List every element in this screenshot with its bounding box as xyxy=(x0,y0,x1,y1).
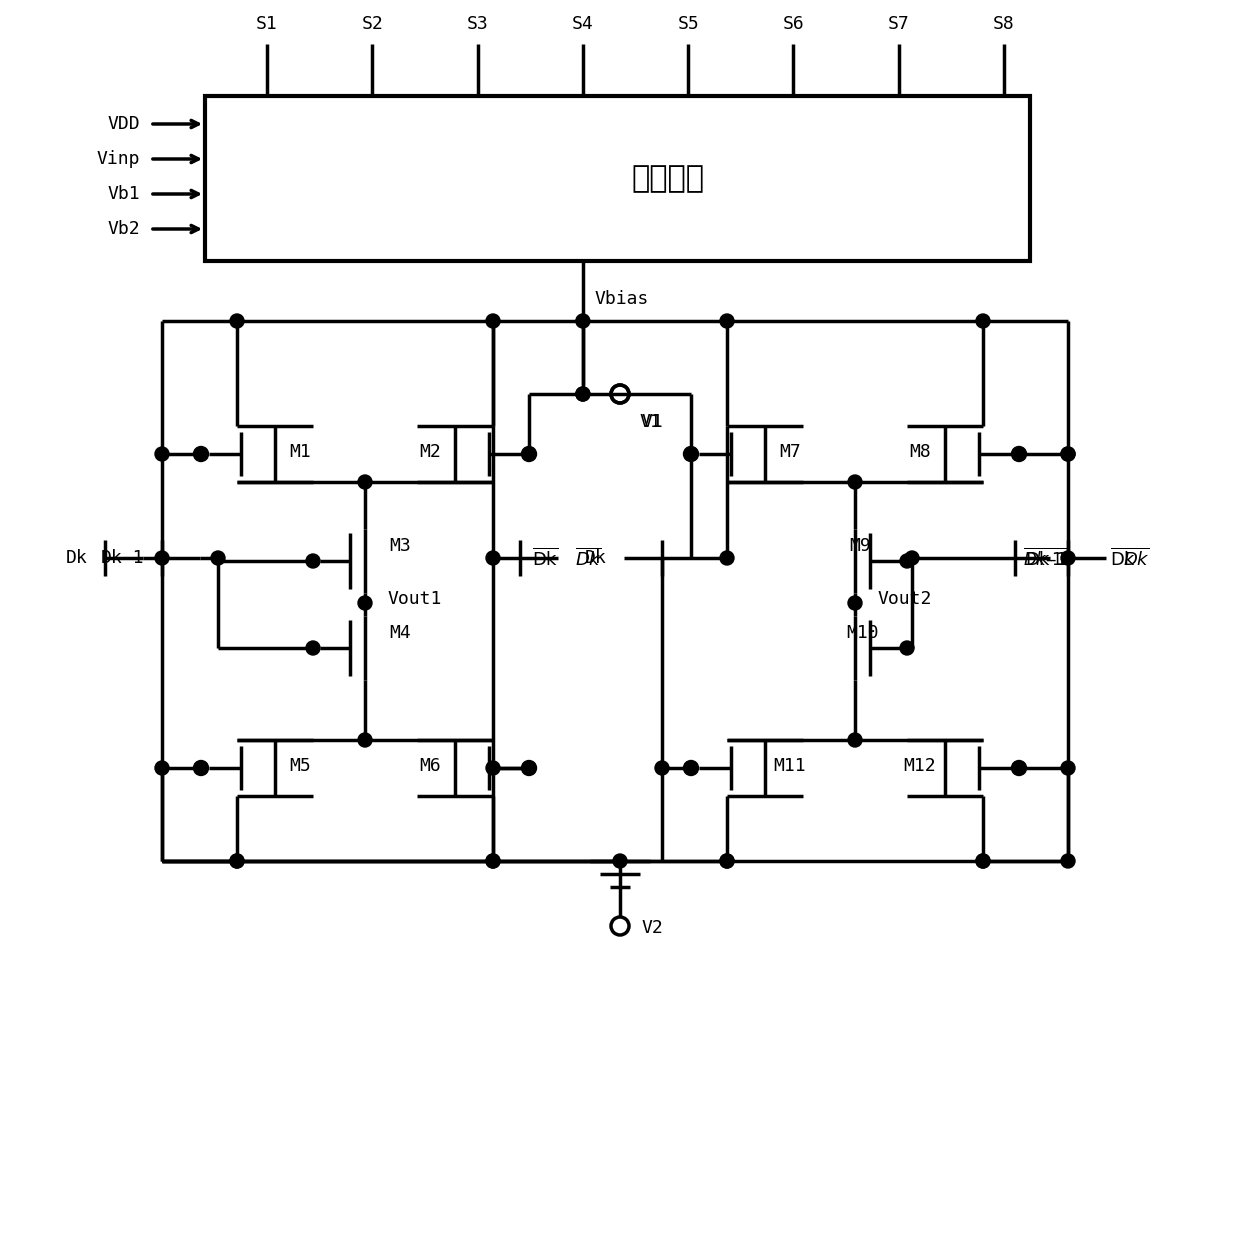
Circle shape xyxy=(229,854,244,868)
Circle shape xyxy=(1061,761,1075,775)
Circle shape xyxy=(848,733,862,747)
Text: V2: V2 xyxy=(642,920,663,937)
Text: M6: M6 xyxy=(419,756,441,775)
Text: M10: M10 xyxy=(847,624,879,641)
Circle shape xyxy=(848,596,862,611)
Text: Vb1: Vb1 xyxy=(108,185,140,203)
Text: $\overline{Dk\text{-}1}$: $\overline{Dk\text{-}1}$ xyxy=(1023,548,1064,569)
Circle shape xyxy=(229,314,244,328)
Circle shape xyxy=(720,854,734,868)
Circle shape xyxy=(193,446,208,461)
Circle shape xyxy=(683,446,698,461)
Circle shape xyxy=(976,314,990,328)
Circle shape xyxy=(522,446,537,461)
Text: $\overline{\mathrm{Dk}\text{-}1}$: $\overline{\mathrm{Dk}\text{-}1}$ xyxy=(1025,548,1069,569)
Text: M11: M11 xyxy=(774,756,806,775)
Circle shape xyxy=(976,854,990,868)
Text: M7: M7 xyxy=(779,442,801,461)
Circle shape xyxy=(1012,760,1027,775)
Circle shape xyxy=(720,314,734,328)
Circle shape xyxy=(613,854,627,868)
Text: V1: V1 xyxy=(642,413,663,431)
Circle shape xyxy=(306,554,320,569)
Circle shape xyxy=(683,760,698,775)
Text: V1: V1 xyxy=(640,413,662,431)
Circle shape xyxy=(155,551,169,565)
Circle shape xyxy=(720,551,734,565)
Text: Dk: Dk xyxy=(66,549,87,567)
Text: Dk: Dk xyxy=(585,549,608,567)
Circle shape xyxy=(193,760,208,775)
Circle shape xyxy=(486,854,500,868)
Text: Vout1: Vout1 xyxy=(387,590,441,608)
Circle shape xyxy=(486,854,500,868)
Circle shape xyxy=(905,551,919,565)
Circle shape xyxy=(486,551,500,565)
Text: S6: S6 xyxy=(782,15,805,33)
Circle shape xyxy=(1061,551,1075,565)
Circle shape xyxy=(486,314,500,328)
Text: M5: M5 xyxy=(289,756,311,775)
Text: VDD: VDD xyxy=(108,115,140,133)
Circle shape xyxy=(211,551,224,565)
Text: Vinp: Vinp xyxy=(97,150,140,168)
Text: Vb2: Vb2 xyxy=(108,220,140,239)
Circle shape xyxy=(358,733,372,747)
Circle shape xyxy=(358,596,372,611)
Text: M3: M3 xyxy=(389,536,410,555)
Circle shape xyxy=(1061,854,1075,868)
Text: S7: S7 xyxy=(888,15,910,33)
Text: M4: M4 xyxy=(389,624,410,641)
Circle shape xyxy=(976,854,990,868)
Text: Vbias: Vbias xyxy=(595,290,650,308)
Circle shape xyxy=(155,761,169,775)
Circle shape xyxy=(575,314,590,328)
Circle shape xyxy=(522,760,537,775)
Text: S2: S2 xyxy=(361,15,383,33)
Text: S1: S1 xyxy=(257,15,278,33)
Circle shape xyxy=(229,854,244,868)
Text: S5: S5 xyxy=(677,15,699,33)
Text: M2: M2 xyxy=(419,442,441,461)
Text: M12: M12 xyxy=(904,756,936,775)
Text: $\overline{Dk}$: $\overline{Dk}$ xyxy=(575,548,601,569)
Text: Dk-1: Dk-1 xyxy=(100,549,144,567)
Text: M8: M8 xyxy=(909,442,931,461)
Text: Vout2: Vout2 xyxy=(877,590,931,608)
Text: 偏置电路: 偏置电路 xyxy=(631,164,704,193)
Text: $\overline{\mathrm{Dk}}$: $\overline{\mathrm{Dk}}$ xyxy=(1110,548,1136,569)
Bar xyxy=(205,96,1030,261)
Circle shape xyxy=(1061,447,1075,461)
Text: M1: M1 xyxy=(289,442,311,461)
Circle shape xyxy=(848,475,862,489)
Text: S4: S4 xyxy=(572,15,594,33)
Circle shape xyxy=(1012,446,1027,461)
Circle shape xyxy=(655,761,670,775)
Circle shape xyxy=(306,641,320,655)
Text: $\overline{Dk}$: $\overline{Dk}$ xyxy=(1123,548,1149,569)
Circle shape xyxy=(720,854,734,868)
Circle shape xyxy=(486,761,500,775)
Circle shape xyxy=(900,641,914,655)
Circle shape xyxy=(358,475,372,489)
Circle shape xyxy=(1061,447,1075,461)
Circle shape xyxy=(575,387,590,400)
Circle shape xyxy=(155,447,169,461)
Text: S3: S3 xyxy=(466,15,489,33)
Circle shape xyxy=(900,554,914,569)
Text: M9: M9 xyxy=(849,536,870,555)
Circle shape xyxy=(575,387,590,400)
Text: $\overline{\mathrm{Dk}}$: $\overline{\mathrm{Dk}}$ xyxy=(532,548,558,569)
Text: S8: S8 xyxy=(993,15,1014,33)
